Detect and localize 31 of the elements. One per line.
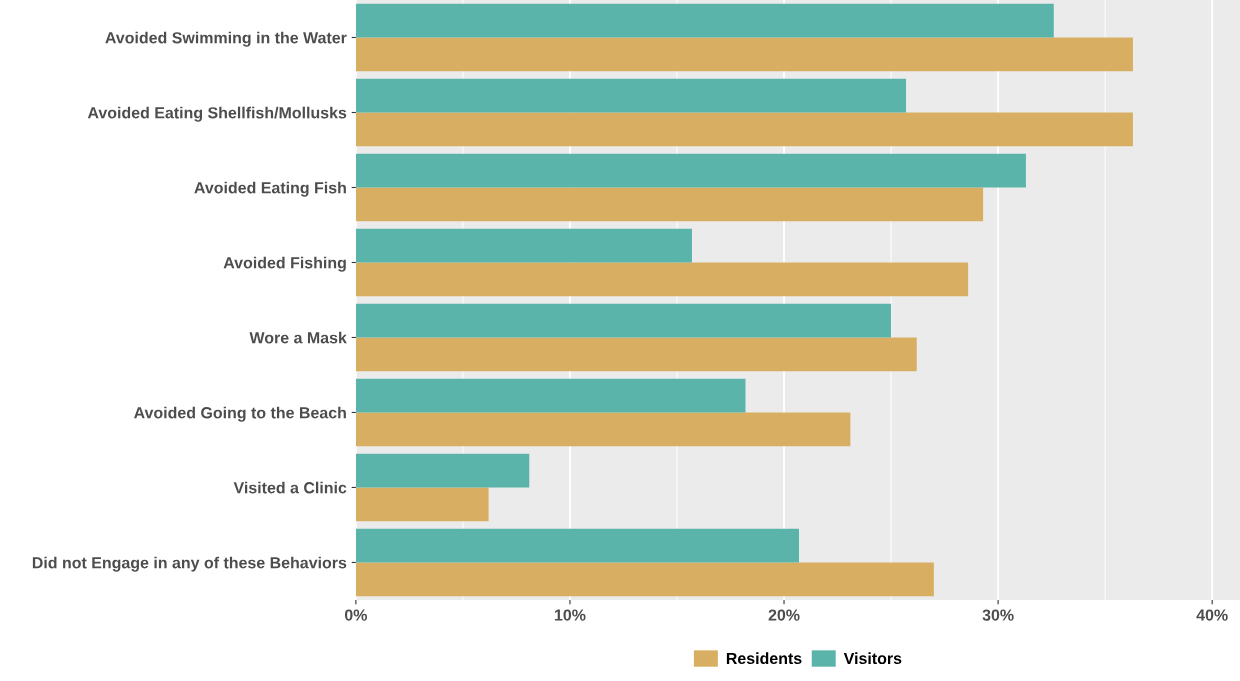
bar	[355, 78, 907, 113]
y-tick-label: Did not Engage in any of these Behaviors	[32, 556, 347, 572]
bar	[355, 528, 800, 563]
bar	[355, 153, 1026, 188]
y-tick-label: Visited a Clinic	[233, 481, 347, 494]
y-tick-label: Avoided Eating Shellfish/Mollusks	[87, 106, 347, 122]
legend-label: Visitors	[843, 652, 902, 665]
x-tick-label: 20%	[768, 609, 800, 621]
bar	[355, 303, 892, 338]
x-tick-label: 30%	[982, 609, 1014, 621]
bar	[355, 337, 917, 372]
y-tick-label: Avoided Going to the Beach	[134, 406, 346, 422]
bar	[355, 453, 530, 488]
bar	[355, 378, 746, 413]
legend-label: Residents	[726, 652, 802, 665]
bar	[355, 562, 934, 597]
bar	[355, 487, 489, 522]
x-tick-label: 10%	[554, 609, 586, 621]
bar	[355, 412, 851, 447]
y-tick-label: Avoided Fishing	[223, 256, 346, 272]
y-tick-label: Avoided Swimming in the Water	[105, 31, 347, 47]
y-tick-label: Avoided Eating Fish	[194, 181, 346, 197]
y-tick-label: Wore a Mask	[249, 331, 347, 344]
x-tick-label: 0%	[344, 609, 367, 621]
bar	[355, 262, 969, 297]
bar	[355, 3, 1054, 38]
bar	[355, 37, 1133, 72]
bar	[355, 187, 984, 222]
bar	[355, 112, 1133, 147]
x-tick-label: 40%	[1196, 609, 1228, 621]
bar	[355, 228, 692, 263]
